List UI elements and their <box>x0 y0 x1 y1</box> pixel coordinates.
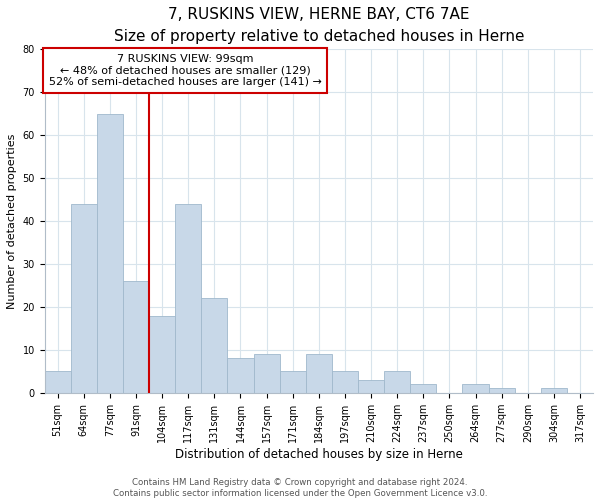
Bar <box>227 358 254 393</box>
Text: Contains HM Land Registry data © Crown copyright and database right 2024.
Contai: Contains HM Land Registry data © Crown c… <box>113 478 487 498</box>
X-axis label: Distribution of detached houses by size in Herne: Distribution of detached houses by size … <box>175 448 463 460</box>
Bar <box>71 204 97 393</box>
Bar <box>358 380 384 393</box>
Bar <box>332 372 358 393</box>
Bar <box>97 114 123 393</box>
Bar <box>384 372 410 393</box>
Bar <box>254 354 280 393</box>
Text: 7 RUSKINS VIEW: 99sqm
← 48% of detached houses are smaller (129)
52% of semi-det: 7 RUSKINS VIEW: 99sqm ← 48% of detached … <box>49 54 322 87</box>
Bar <box>44 372 71 393</box>
Y-axis label: Number of detached properties: Number of detached properties <box>7 134 17 309</box>
Bar <box>463 384 488 393</box>
Bar <box>306 354 332 393</box>
Title: 7, RUSKINS VIEW, HERNE BAY, CT6 7AE
Size of property relative to detached houses: 7, RUSKINS VIEW, HERNE BAY, CT6 7AE Size… <box>113 7 524 44</box>
Bar <box>175 204 201 393</box>
Bar <box>123 281 149 393</box>
Bar <box>410 384 436 393</box>
Bar <box>201 298 227 393</box>
Bar <box>541 388 567 393</box>
Bar <box>149 316 175 393</box>
Bar <box>488 388 515 393</box>
Bar <box>280 372 306 393</box>
